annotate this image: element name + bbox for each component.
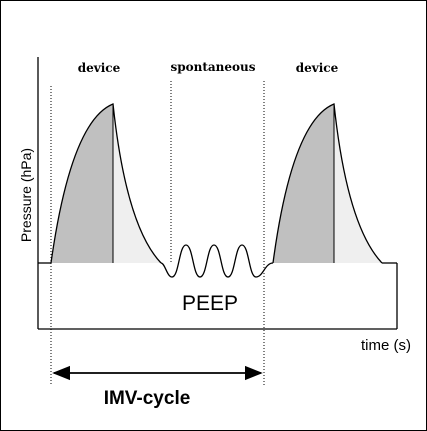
peep-label: PEEP <box>182 292 238 315</box>
x-axis-label: time (s) <box>361 337 411 354</box>
right-inspiration-area <box>273 104 334 263</box>
y-axis-label: Pressure (hPa) <box>18 148 34 242</box>
spontaneous-wave <box>160 244 274 278</box>
right-expiration-area <box>334 104 382 263</box>
phase-label-device-left: device <box>78 61 121 75</box>
phase-label-device-right: device <box>296 61 339 75</box>
phase-label-spontaneous: spontaneous <box>170 60 255 74</box>
left-inspiration-area <box>51 104 113 263</box>
imv-cycle-label: IMV-cycle <box>104 388 191 409</box>
left-expiration-area <box>113 104 161 263</box>
